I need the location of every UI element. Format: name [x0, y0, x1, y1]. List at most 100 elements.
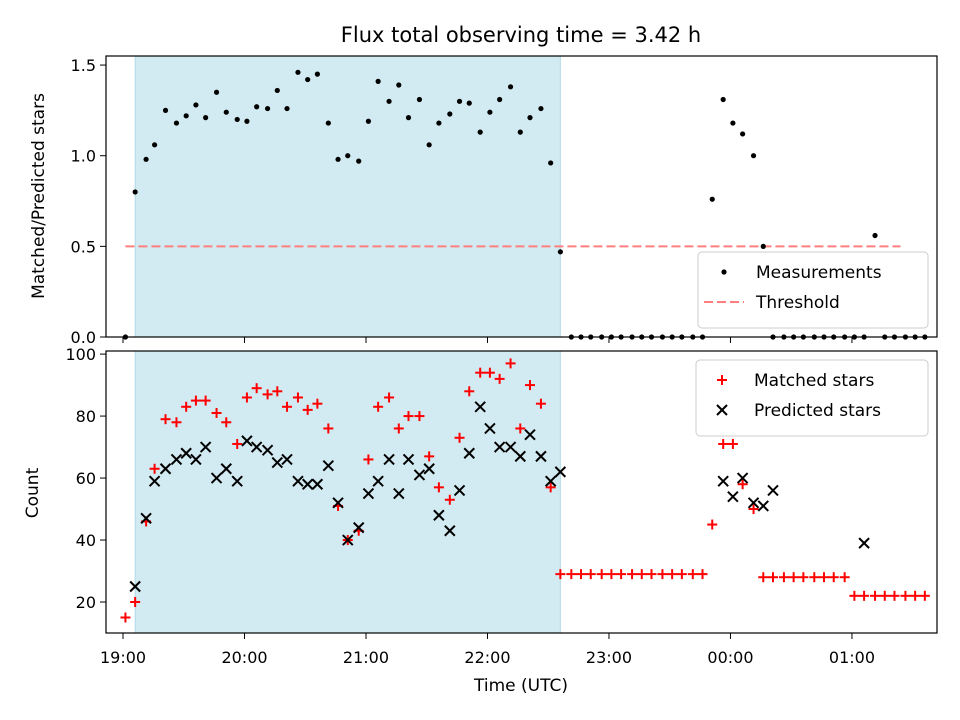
matched-star-point [737, 479, 748, 490]
matched-star-point [384, 392, 395, 403]
x-tick-label: 22:00 [464, 648, 510, 667]
predicted-star-point [747, 497, 760, 509]
matched-star-point [919, 590, 930, 601]
predicted-star-point [372, 475, 384, 487]
matched-star-point [160, 414, 171, 425]
legend-label: Matched stars [754, 371, 874, 391]
matched-star-point [809, 572, 820, 583]
matched-star-point [828, 572, 839, 583]
top-legend-box [697, 251, 929, 329]
predicted-star-point [180, 447, 192, 459]
top-y-tick-label: 0.5 [71, 237, 96, 256]
predicted-star-stroke-b [342, 534, 354, 546]
predicted-star-stroke-b [484, 422, 496, 435]
matched-star-point [272, 386, 283, 397]
matched-star-point [535, 398, 546, 409]
predicted-star-stroke-b [148, 475, 161, 487]
matched-star-point [190, 395, 201, 406]
measurement-point [416, 96, 423, 103]
predicted-star-stroke-b [362, 487, 375, 500]
predicted-star-stroke-b [413, 469, 426, 481]
matched-star-point [767, 572, 778, 583]
predicted-star-stroke-b [383, 453, 395, 466]
matched-star-point [596, 569, 607, 580]
predicted-star-stroke-b [250, 441, 263, 453]
predicted-star-point [453, 484, 466, 497]
bottom-y-tick-label: 80 [76, 407, 96, 426]
predicted-star-point [210, 472, 223, 484]
predicted-star-point [140, 512, 152, 525]
measurement-point [538, 105, 544, 112]
matched-star-point [232, 438, 243, 449]
predicted-star-point [342, 534, 354, 546]
x-tick-label: 01:00 [829, 648, 875, 667]
matched-star-point [819, 572, 830, 583]
matched-star-point [181, 401, 192, 412]
x-tick-label: 19:00 [100, 648, 146, 667]
top-y-tick-label: 0.0 [71, 328, 96, 347]
matched-star-point [616, 569, 627, 580]
predicted-star-stroke-b [180, 447, 192, 459]
legend-label: Threshold [755, 293, 840, 313]
predicted-star-point [241, 435, 253, 447]
matched-star-point [910, 590, 921, 601]
predicted-star-point [858, 537, 870, 549]
predicted-star-point [352, 521, 365, 534]
predicted-star-stroke-b [767, 484, 779, 497]
predicted-star-point [159, 463, 172, 475]
matched-star-point [444, 494, 455, 505]
bottom-y-tick-label: 100 [65, 345, 96, 364]
legend-label: Predicted stars [754, 401, 881, 421]
matched-star-point [424, 451, 435, 462]
predicted-star-stroke-b [210, 472, 223, 484]
matched-star-point [323, 423, 334, 434]
predicted-star-point [170, 453, 183, 466]
matched-star-point [130, 597, 141, 608]
predicted-star-stroke-b [301, 478, 314, 490]
bottom-shaded-span [134, 350, 561, 634]
measurement-point [193, 102, 199, 108]
predicted-star-point [727, 490, 739, 503]
predicted-star-stroke-b [514, 450, 526, 463]
matched-star-point [646, 569, 657, 580]
predicted-star-stroke-b [372, 475, 384, 487]
matched-star-point [778, 572, 789, 583]
predicted-star-point [736, 472, 749, 484]
bottom-axes-frame [105, 350, 938, 634]
predicted-star-stroke-b [493, 441, 506, 453]
predicted-star-point [148, 475, 161, 487]
predicted-star-stroke-b [129, 580, 141, 593]
matched-star-point [606, 569, 617, 580]
matched-star-point [171, 417, 182, 428]
bottom-legend-box [695, 359, 929, 437]
predicted-star-stroke-b [261, 444, 274, 456]
predicted-star-point [433, 509, 445, 521]
measurement-point [548, 160, 554, 166]
bottom-y-tick-label: 20 [76, 593, 96, 612]
measurement-point [375, 78, 381, 84]
matched-star-point [667, 569, 678, 580]
predicted-star-point [281, 453, 293, 466]
predicted-star-point [757, 500, 769, 512]
measurement-point [730, 120, 736, 126]
matched-star-point [403, 411, 414, 422]
predicted-star-stroke-b [393, 487, 405, 500]
measurement-point [405, 115, 412, 121]
measurement-point [254, 104, 260, 110]
predicted-star-stroke-b [190, 453, 202, 466]
predicted-star-point [514, 450, 526, 463]
predicted-star-point [292, 475, 304, 487]
measurement-point [151, 142, 158, 148]
predicted-star-point [535, 450, 547, 463]
matched-star-point [636, 569, 647, 580]
measurement-point [740, 131, 746, 137]
measurement-point [173, 120, 180, 126]
measurement-point [284, 105, 290, 112]
legend-label: Measurements [756, 263, 882, 283]
predicted-star-point [301, 478, 314, 490]
bottom-y-tick-label: 40 [76, 531, 96, 550]
measurement-point [183, 113, 189, 119]
x-tick-label: 23:00 [586, 648, 632, 667]
matched-star-point [475, 367, 486, 378]
measurement-point [487, 109, 493, 115]
